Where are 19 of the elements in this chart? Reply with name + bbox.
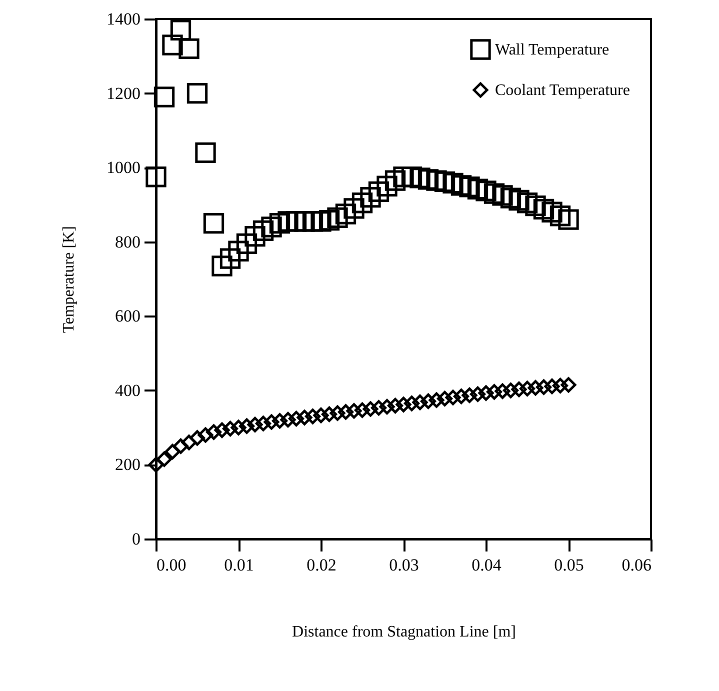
x-tick-label: 0.04 bbox=[472, 556, 502, 574]
y-axis-title: Temperature [K] bbox=[60, 226, 78, 333]
x-tick-label: 0.01 bbox=[224, 556, 254, 574]
x-tick-label: 0.05 bbox=[554, 556, 584, 574]
x-tick-label: 0.06 bbox=[622, 556, 652, 574]
y-tick-label: 1200 bbox=[106, 84, 140, 103]
legend-label: Coolant Temperature bbox=[495, 82, 630, 99]
x-tick-label: 0.02 bbox=[306, 556, 336, 574]
y-tick-label: 600 bbox=[115, 306, 140, 326]
legend-label: Wall Temperature bbox=[495, 42, 610, 58]
x-tick-label: 0.00 bbox=[156, 556, 186, 574]
y-tick-label: 200 bbox=[115, 455, 140, 474]
y-tick-label: 1000 bbox=[106, 158, 140, 178]
y-tick-label: 800 bbox=[115, 232, 140, 252]
y-tick-label: 1400 bbox=[106, 10, 140, 28]
y-tick-label: 0 bbox=[132, 530, 140, 548]
y-tick-label: 400 bbox=[115, 380, 140, 400]
x-tick-label: 0.03 bbox=[389, 556, 419, 574]
x-axis-title: Distance from Stagnation Line [m] bbox=[292, 624, 516, 640]
